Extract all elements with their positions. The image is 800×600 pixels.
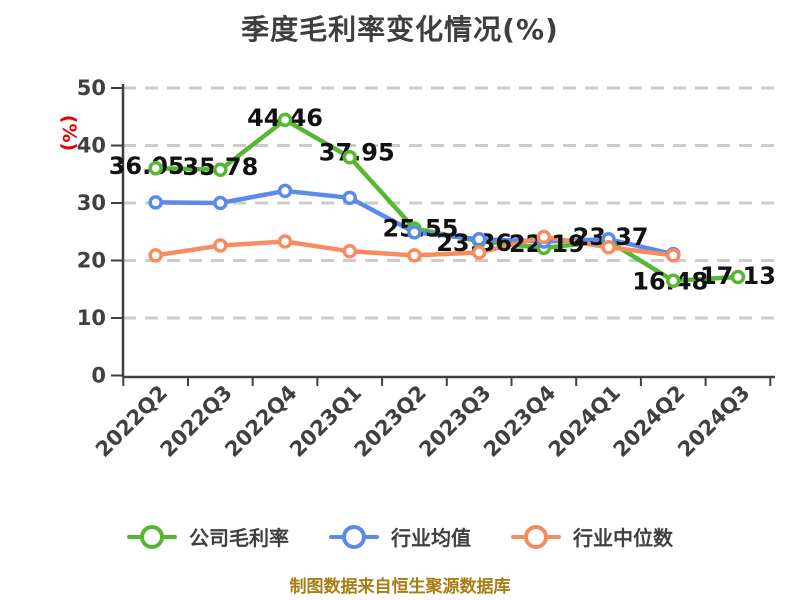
series-marker-1 — [342, 190, 357, 206]
series-marker-1 — [471, 231, 487, 247]
series-marker-0 — [148, 160, 163, 176]
series-marker-2 — [471, 245, 487, 260]
series-marker-1 — [407, 225, 422, 240]
y-tick-label: 10 — [77, 306, 106, 330]
data-label: 36.05 — [109, 152, 185, 180]
series-marker-2 — [342, 244, 357, 259]
series-marker-1 — [213, 195, 228, 211]
legend-item-company-margin[interactable]: 公司毛利率 — [127, 522, 289, 551]
series-marker-1 — [148, 195, 163, 210]
series-marker-0 — [213, 162, 228, 178]
legend-item-industry-mean[interactable]: 行业均值 — [329, 522, 471, 551]
chart-title: 季度毛利率变化情况(%) — [241, 13, 559, 46]
series-marker-0 — [277, 112, 293, 128]
x-tick-label: 2024Q3 — [673, 381, 754, 462]
legend-label: 行业均值 — [391, 526, 471, 550]
series-marker-2 — [666, 248, 681, 263]
series-marker-2 — [148, 248, 163, 263]
legend-marker-icon — [127, 523, 177, 551]
y-tick-label: 40 — [77, 134, 106, 158]
series-marker-0 — [342, 150, 357, 165]
legend-marker-icon — [511, 523, 561, 551]
data-label: 37.95 — [319, 138, 395, 166]
legend-label: 行业中位数 — [573, 526, 673, 550]
series-marker-0 — [730, 269, 746, 285]
legend-label: 公司毛利率 — [189, 526, 289, 550]
series-marker-0 — [666, 273, 681, 288]
series-marker-1 — [277, 183, 293, 199]
y-axis-unit-label: (%) — [58, 115, 80, 151]
y-tick-label: 20 — [77, 249, 106, 273]
series-marker-2 — [601, 240, 616, 255]
series-marker-2 — [407, 248, 422, 263]
y-tick-label: 0 — [91, 364, 106, 388]
y-tick-label: 30 — [77, 191, 106, 215]
data-source-note: 制图数据来自恒生聚源数据库 — [289, 577, 511, 597]
legend-marker-icon — [329, 523, 379, 551]
series-marker-2 — [277, 234, 293, 249]
series-marker-2 — [213, 238, 228, 253]
y-tick-label: 50 — [77, 76, 106, 100]
series-marker-2 — [536, 229, 552, 245]
legend-item-industry-median[interactable]: 行业中位数 — [511, 522, 673, 551]
legend: 公司毛利率 行业均值 行业中位数 — [0, 522, 800, 551]
